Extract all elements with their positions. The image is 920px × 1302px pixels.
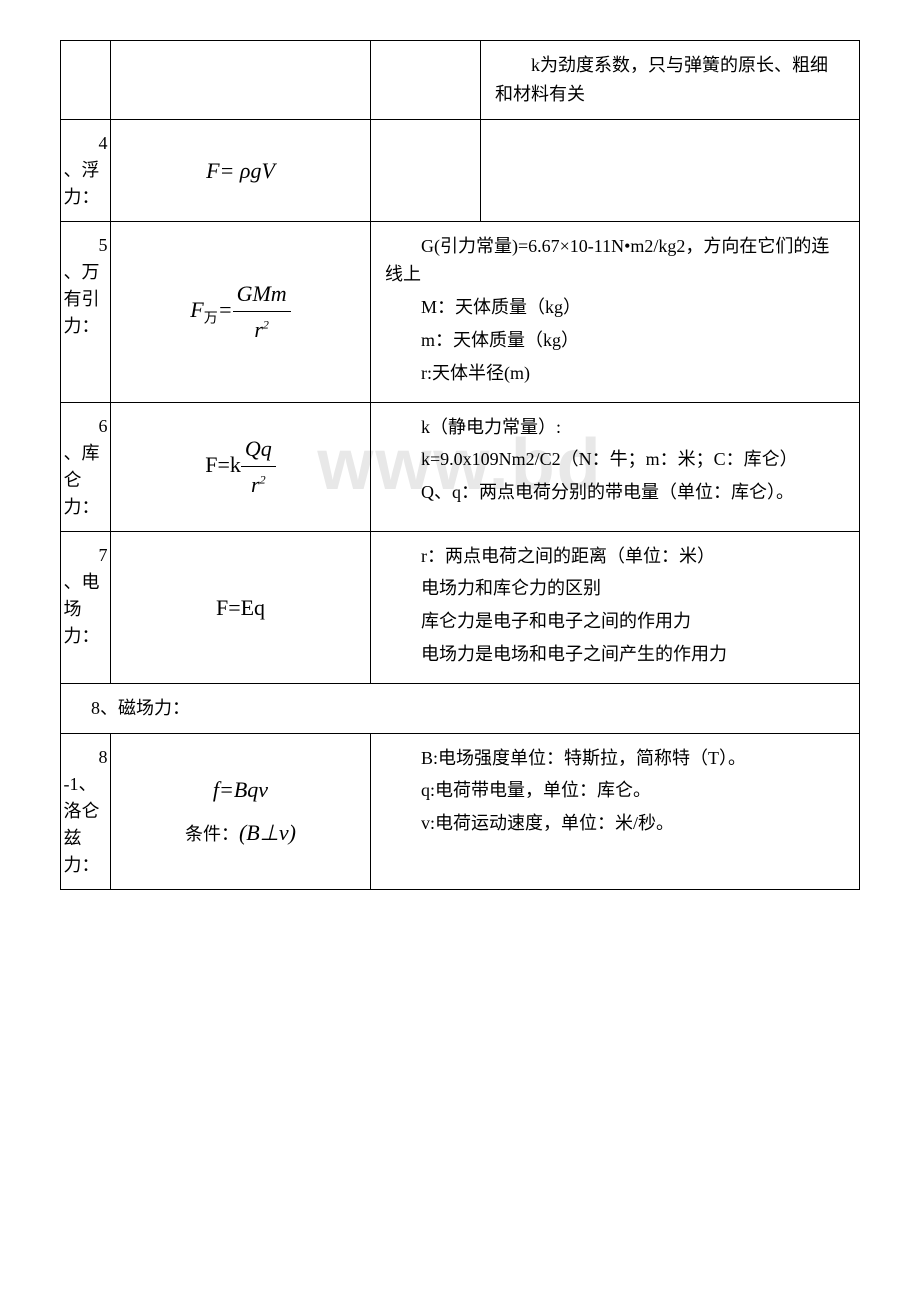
note-line: G(引力常量)=6.67×10-11N•m2/kg2，方向在它们的连线上 [385, 232, 845, 290]
buoyancy-formula: F= ρgV [206, 158, 275, 183]
note-cell-b [481, 119, 860, 221]
formula-cell: F=kQqr2 [111, 402, 371, 531]
note-line: k=9.0x109Nm2/C2（N：牛；m：米；C：库仑） [385, 445, 845, 474]
lorentz-formula: f=Bqv [121, 772, 360, 807]
row-label: 8 -1、洛仑兹力： [61, 733, 111, 889]
row-number: 7 [64, 542, 108, 569]
note-line: B:电场强度单位：特斯拉，简称特（T）。 [385, 744, 845, 773]
row-label: 4 、浮力： [61, 119, 111, 221]
note-cell-a [371, 119, 481, 221]
note-cell: B:电场强度单位：特斯拉，简称特（T）。 q:电荷带电量，单位：库仑。 v:电荷… [371, 733, 860, 889]
efield-formula: F=Eq [216, 595, 265, 620]
formula-cell [111, 41, 371, 120]
note-cell: G(引力常量)=6.67×10-11N•m2/kg2，方向在它们的连线上 M：天… [371, 221, 860, 402]
section-header: 8、磁场力： [61, 683, 860, 733]
note-line: M：天体质量（kg） [385, 293, 845, 322]
table-row: 7 、电场力： F=Eq r：两点电荷之间的距离（单位：米） 电场力和库仑力的区… [61, 531, 860, 683]
row-number: 4 [64, 130, 108, 157]
physics-formula-table: k为劲度系数，只与弹簧的原长、粗细和材料有关 4 、浮力： F= ρgV 5 、… [60, 40, 860, 890]
formula-cell: F万=GMmr2 [111, 221, 371, 402]
note-cell-b: k为劲度系数，只与弹簧的原长、粗细和材料有关 [481, 41, 860, 120]
coulomb-formula: F=kQqr2 [205, 452, 276, 477]
note-cell: r：两点电荷之间的距离（单位：米） 电场力和库仑力的区别 库仑力是电子和电子之间… [371, 531, 860, 683]
note-cell-a [371, 41, 481, 120]
table-row: 4 、浮力： F= ρgV [61, 119, 860, 221]
table-row: 5 、万有引力： F万=GMmr2 G(引力常量)=6.67×10-11N•m2… [61, 221, 860, 402]
table-row: 8 -1、洛仑兹力： f=Bqv 条件：(B⊥v) B:电场强度单位：特斯拉，简… [61, 733, 860, 889]
note-line: k（静电力常量）: [385, 413, 845, 442]
note-line: q:电荷带电量，单位：库仑。 [385, 776, 845, 805]
formula-cell: f=Bqv 条件：(B⊥v) [111, 733, 371, 889]
table-row: k为劲度系数，只与弹簧的原长、粗细和材料有关 [61, 41, 860, 120]
note-line: 库仑力是电子和电子之间的作用力 [385, 607, 845, 636]
formula-cell: F= ρgV [111, 119, 371, 221]
note-line: 电场力和库仑力的区别 [385, 574, 845, 603]
row-number: 8 [64, 744, 108, 771]
row-label: 7 、电场力： [61, 531, 111, 683]
lorentz-condition: 条件：(B⊥v) [121, 815, 360, 850]
table-row: 6 、库仑力： F=kQqr2 k（静电力常量）: k=9.0x109Nm2/C… [61, 402, 860, 531]
formula-cell: F=Eq [111, 531, 371, 683]
note-line: r：两点电荷之间的距离（单位：米） [385, 542, 845, 571]
row-number: 5 [64, 232, 108, 259]
row-number: 6 [64, 413, 108, 440]
table-row: 8、磁场力： [61, 683, 860, 733]
note-line: v:电荷运动速度，单位：米/秒。 [385, 809, 845, 838]
row-label: 5 、万有引力： [61, 221, 111, 402]
note-cell: k（静电力常量）: k=9.0x109Nm2/C2（N：牛；m：米；C：库仑） … [371, 402, 860, 531]
note-line: Q、q：两点电荷分别的带电量（单位：库仑）。 [385, 478, 845, 507]
row-label: 6 、库仑力： [61, 402, 111, 531]
row-label [61, 41, 111, 120]
note-line: m：天体质量（kg） [385, 326, 845, 355]
note-line: 电场力是电场和电子之间产生的作用力 [385, 640, 845, 669]
note-line: r:天体半径(m) [385, 359, 845, 388]
gravity-formula: F万=GMmr2 [190, 297, 290, 322]
